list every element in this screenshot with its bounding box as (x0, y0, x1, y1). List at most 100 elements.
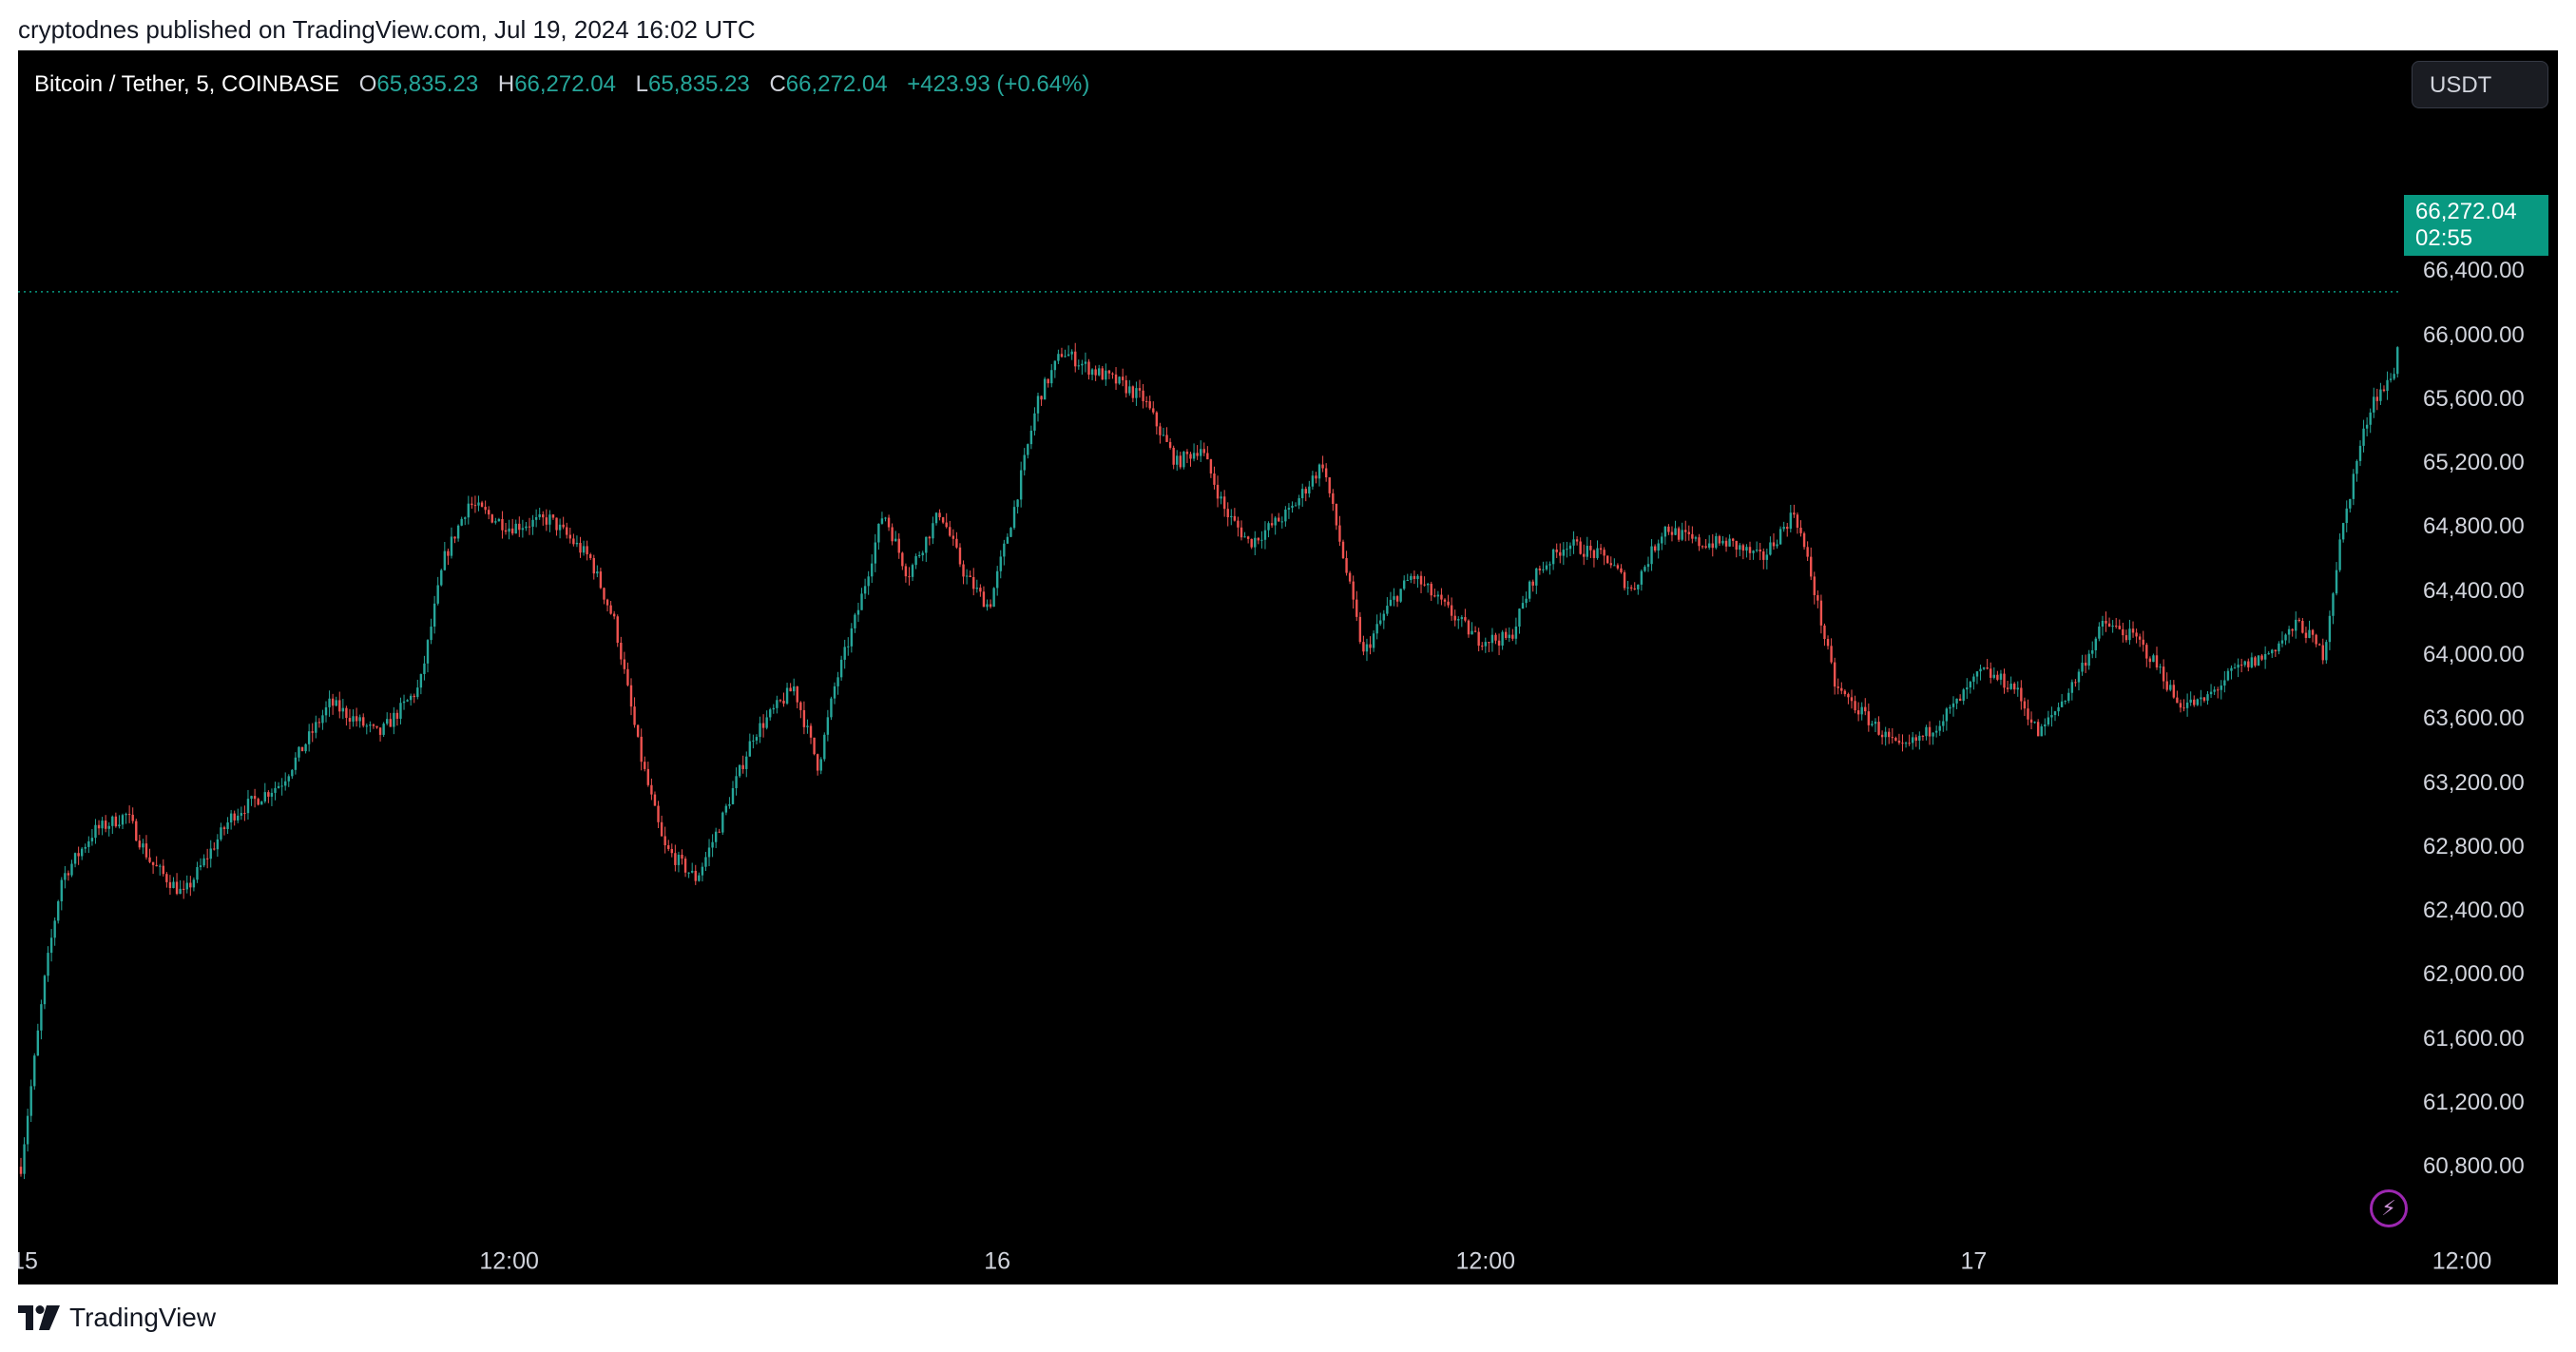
candle (1874, 718, 1877, 733)
candle (386, 712, 389, 725)
candle (1423, 576, 1426, 587)
candle (921, 550, 924, 562)
candle (769, 707, 772, 721)
candle (114, 812, 118, 828)
candle (1278, 512, 1280, 522)
candle (1762, 548, 1765, 570)
candle (2260, 653, 2263, 662)
candle (752, 734, 755, 749)
candle (785, 683, 789, 705)
candle (2128, 619, 2131, 646)
symbol-title[interactable]: Bitcoin / Tether, 5, COINBASE (34, 71, 340, 97)
candle (650, 778, 653, 801)
candle (1555, 543, 1558, 558)
candle (793, 678, 796, 696)
candle (1230, 509, 1233, 526)
candle (551, 513, 555, 520)
candle (142, 839, 144, 855)
candle (663, 826, 666, 854)
candle (1165, 427, 1168, 442)
candle (1840, 682, 1843, 695)
candle (616, 614, 619, 647)
candle (1294, 502, 1298, 507)
candle (646, 762, 650, 787)
candle (1793, 504, 1796, 518)
candle (2389, 373, 2393, 383)
candle (1111, 372, 1114, 379)
candle (104, 815, 107, 833)
currency-button[interactable]: USDT (2412, 61, 2548, 108)
candle (1447, 594, 1450, 608)
candle (267, 790, 270, 803)
candle (467, 495, 470, 525)
lightning-icon[interactable]: ⚡ (2370, 1189, 2408, 1227)
candle (1009, 527, 1012, 538)
candle (101, 817, 104, 836)
candle (2033, 721, 2036, 724)
candle (1138, 379, 1142, 398)
candle (1681, 522, 1683, 542)
candle (311, 723, 314, 743)
candle (90, 828, 94, 846)
candle (2036, 719, 2040, 737)
candle (1453, 609, 1456, 627)
candle (843, 639, 846, 669)
candle (443, 541, 447, 571)
candle (979, 584, 982, 597)
candle (633, 697, 636, 728)
candle (724, 803, 728, 816)
candle (138, 834, 142, 850)
candle (1179, 452, 1182, 470)
candle (1162, 427, 1165, 436)
candle (1240, 520, 1243, 541)
candle (1176, 450, 1179, 472)
price-tick-label: 64,800.00 (2423, 513, 2525, 540)
candle (589, 552, 592, 561)
candle (1019, 461, 1023, 508)
candle (477, 495, 480, 512)
candle (1972, 673, 1975, 690)
candle (1772, 532, 1776, 550)
candle (612, 610, 616, 620)
candle (453, 536, 456, 544)
candle (2074, 679, 2077, 687)
candle (1490, 628, 1494, 652)
candle (40, 999, 43, 1040)
candle (1087, 358, 1090, 380)
candle (640, 728, 643, 771)
candle (2223, 670, 2226, 693)
candle (799, 701, 802, 719)
candle (2162, 659, 2165, 689)
candle (1629, 585, 1633, 591)
candle (1016, 499, 1019, 514)
low-value: 65,835.23 (648, 71, 750, 97)
candle (542, 511, 545, 526)
candle (917, 550, 921, 558)
brand-name[interactable]: TradingView (69, 1303, 217, 1332)
candle (2375, 388, 2379, 411)
candle (806, 719, 809, 734)
candle (2047, 710, 2050, 727)
candle (2165, 672, 2168, 692)
candle (802, 701, 806, 735)
candle (1796, 512, 1799, 534)
candle (945, 512, 948, 529)
candle (1365, 638, 1369, 662)
chart-panel[interactable]: Bitcoin / Tether, 5, COINBASE O65,835.23… (18, 50, 2558, 1284)
candle (1410, 573, 1413, 584)
candle (1497, 633, 1501, 656)
candle (406, 699, 409, 703)
candle (2358, 440, 2362, 467)
candlestick-plot[interactable] (18, 50, 2558, 1284)
candle (657, 801, 660, 828)
candle (317, 718, 321, 728)
candle (683, 856, 687, 878)
candle (121, 813, 125, 829)
candle (1525, 591, 1528, 608)
candle (1209, 458, 1213, 478)
candle (1704, 538, 1707, 550)
candle (1101, 365, 1104, 380)
candle (2145, 643, 2148, 667)
candle (809, 723, 813, 744)
candle (1328, 477, 1331, 498)
